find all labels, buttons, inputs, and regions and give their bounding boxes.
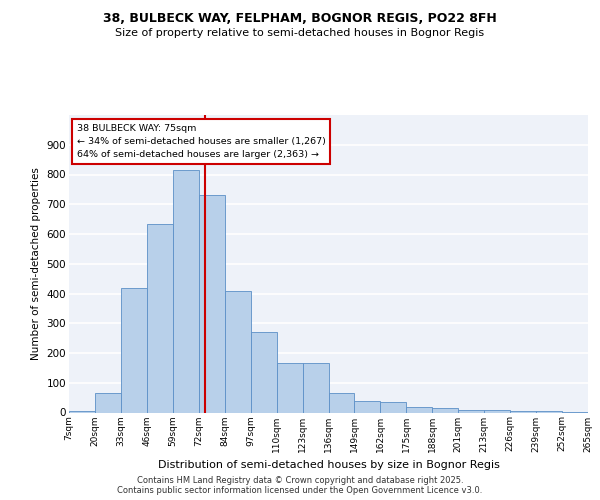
Bar — [251, 332, 277, 412]
Text: 38, BULBECK WAY, FELPHAM, BOGNOR REGIS, PO22 8FH: 38, BULBECK WAY, FELPHAM, BOGNOR REGIS, … — [103, 12, 497, 26]
Text: Contains HM Land Registry data © Crown copyright and database right 2025.: Contains HM Land Registry data © Crown c… — [137, 476, 463, 485]
Bar — [121, 288, 147, 412]
Bar — [380, 402, 406, 412]
Bar — [510, 411, 536, 412]
Bar — [199, 196, 224, 412]
Bar — [147, 224, 173, 412]
Text: Size of property relative to semi-detached houses in Bognor Regis: Size of property relative to semi-detach… — [115, 28, 485, 38]
Text: 38 BULBECK WAY: 75sqm
← 34% of semi-detached houses are smaller (1,267)
64% of s: 38 BULBECK WAY: 75sqm ← 34% of semi-deta… — [77, 124, 326, 160]
Bar — [355, 400, 380, 412]
Bar — [69, 411, 95, 412]
Bar — [458, 410, 484, 412]
Bar — [277, 364, 302, 412]
Bar — [406, 406, 432, 412]
Text: Contains public sector information licensed under the Open Government Licence v3: Contains public sector information licen… — [118, 486, 482, 495]
Bar — [433, 408, 458, 412]
Bar — [225, 290, 251, 412]
Bar — [173, 170, 199, 412]
Bar — [95, 393, 121, 412]
Bar — [536, 411, 562, 412]
Bar — [302, 364, 329, 412]
Bar — [329, 393, 355, 412]
Bar — [484, 410, 510, 412]
Y-axis label: Number of semi-detached properties: Number of semi-detached properties — [31, 168, 41, 360]
X-axis label: Distribution of semi-detached houses by size in Bognor Regis: Distribution of semi-detached houses by … — [158, 460, 499, 470]
